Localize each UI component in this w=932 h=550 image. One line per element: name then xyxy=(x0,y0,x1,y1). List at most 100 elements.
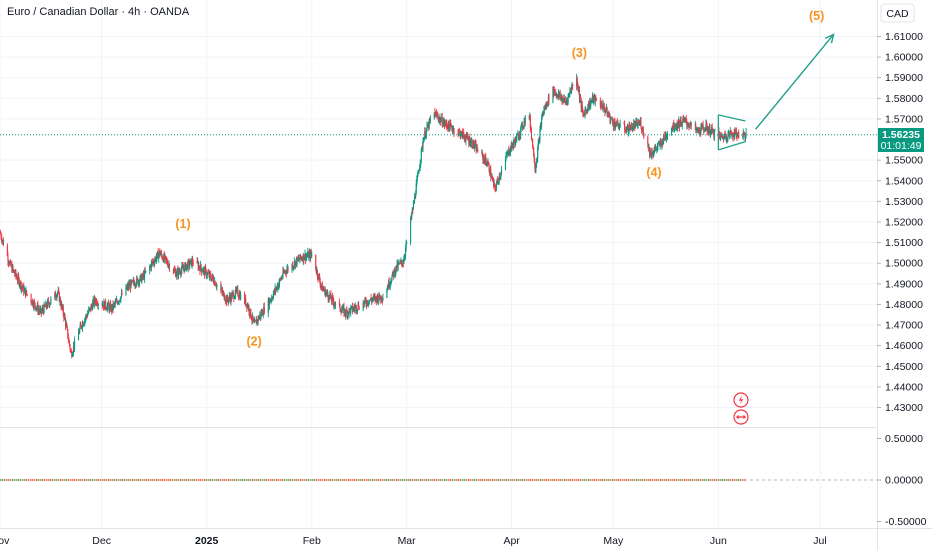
candle xyxy=(530,127,532,131)
wave-label[interactable]: (1) xyxy=(175,217,190,231)
wave-label[interactable]: (2) xyxy=(246,335,261,349)
candle xyxy=(153,262,155,264)
candle xyxy=(179,271,181,273)
candle xyxy=(259,314,261,318)
candle xyxy=(120,292,123,297)
candle xyxy=(639,122,641,125)
candle xyxy=(373,296,375,298)
candle xyxy=(37,309,39,313)
candle xyxy=(90,305,93,307)
triangle-upper-line[interactable] xyxy=(718,114,746,122)
candle xyxy=(372,296,374,300)
candle xyxy=(316,270,318,273)
candle xyxy=(489,169,491,175)
candle xyxy=(619,126,621,128)
candle xyxy=(343,309,346,315)
candle xyxy=(487,162,489,165)
candle xyxy=(380,295,382,300)
candle xyxy=(516,135,518,141)
candle xyxy=(353,307,355,310)
candle xyxy=(189,260,191,265)
double-arrow-icon[interactable] xyxy=(733,409,749,425)
candles[interactable] xyxy=(0,73,747,359)
candle xyxy=(159,250,161,256)
candle xyxy=(183,268,185,270)
candle xyxy=(434,113,436,118)
candle xyxy=(36,307,38,309)
candle xyxy=(684,118,686,120)
candle xyxy=(586,109,588,112)
candle xyxy=(111,305,113,311)
candle xyxy=(506,154,508,156)
price-tick-label: 1.57000 xyxy=(885,113,923,125)
candle xyxy=(127,285,129,288)
candle xyxy=(593,96,595,101)
candle xyxy=(473,146,475,148)
candle xyxy=(107,302,109,306)
candle xyxy=(104,301,106,309)
candle xyxy=(64,314,66,319)
candle xyxy=(679,125,681,128)
candle xyxy=(701,125,703,126)
candle xyxy=(633,123,635,125)
lightning-icon[interactable] xyxy=(733,392,749,408)
candle xyxy=(94,301,97,304)
candle xyxy=(447,121,449,130)
candle xyxy=(160,252,162,255)
candle xyxy=(176,269,178,272)
candle xyxy=(166,259,168,261)
candle xyxy=(282,270,284,277)
wave-labels[interactable]: (1) (2) (3) (4) (5) xyxy=(175,9,824,349)
candle xyxy=(699,132,701,134)
candle xyxy=(628,131,630,133)
candle xyxy=(49,302,51,304)
candle xyxy=(48,301,50,304)
candle xyxy=(308,252,311,254)
price-axis[interactable]: 1.61000 1.60000 1.59000 1.58000 1.57000 1.550… xyxy=(877,31,923,414)
candle xyxy=(355,305,357,307)
candle xyxy=(16,277,18,280)
wave-label[interactable]: (3) xyxy=(572,46,587,60)
candle xyxy=(249,309,251,315)
candle xyxy=(205,269,207,276)
candle xyxy=(181,265,183,271)
candle xyxy=(188,260,190,262)
candle xyxy=(532,139,534,147)
currency-button[interactable]: CAD xyxy=(880,3,915,23)
candle xyxy=(298,259,300,261)
wave-label[interactable]: (5) xyxy=(809,9,824,23)
candle xyxy=(391,276,393,282)
projection-arrow-head[interactable] xyxy=(825,33,835,44)
candle xyxy=(465,134,468,138)
candle xyxy=(420,159,422,164)
candle xyxy=(133,280,135,284)
time-axis[interactable]: Nov Dec 2025 Feb Mar Apr May Jun Jul xyxy=(0,535,827,547)
candle xyxy=(653,150,655,154)
candle xyxy=(111,304,113,311)
candle xyxy=(20,281,22,289)
candle xyxy=(158,250,160,254)
candle xyxy=(7,261,10,263)
candle xyxy=(606,108,608,116)
candle xyxy=(102,305,104,308)
candle xyxy=(683,118,686,121)
candle xyxy=(654,147,656,150)
candle xyxy=(142,274,144,277)
candle xyxy=(614,122,616,128)
candle xyxy=(24,288,26,296)
candle xyxy=(419,163,421,167)
candle xyxy=(364,298,366,301)
candle xyxy=(398,263,400,265)
candle xyxy=(660,143,662,147)
projection-arrow-line[interactable] xyxy=(755,33,835,130)
drawings[interactable] xyxy=(717,33,835,151)
symbol-title[interactable]: Euro / Canadian Dollar · 4h · OANDA xyxy=(7,6,190,18)
triangle-lower-line[interactable] xyxy=(718,140,746,151)
candle xyxy=(709,133,712,135)
candle xyxy=(54,292,56,298)
candle xyxy=(665,137,667,139)
wave-label[interactable]: (4) xyxy=(646,166,661,180)
candle xyxy=(615,124,617,128)
candle xyxy=(536,158,538,161)
candle xyxy=(281,277,283,279)
